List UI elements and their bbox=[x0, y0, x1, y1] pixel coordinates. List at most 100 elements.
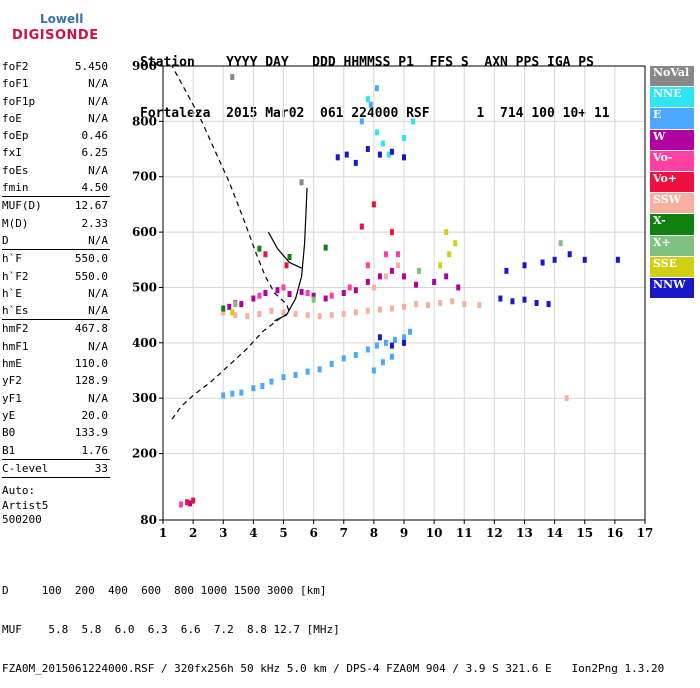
data-point-w bbox=[414, 281, 419, 288]
data-point-e bbox=[260, 383, 265, 390]
legend-item-w: W bbox=[650, 129, 694, 151]
param-label: foF1p bbox=[2, 94, 36, 108]
data-point-nnw bbox=[389, 342, 394, 349]
x-tick-label: 11 bbox=[456, 526, 473, 540]
param-label: foEs bbox=[2, 163, 29, 177]
data-point-sse bbox=[230, 309, 235, 316]
auto-label: Auto: bbox=[2, 484, 36, 497]
muf-scale: MUF 5.8 5.8 6.0 6.3 6.6 7.2 8.8 12.7 [MH… bbox=[2, 623, 340, 636]
data-point-vo bbox=[257, 292, 262, 299]
param-label: B1 bbox=[2, 443, 16, 457]
data-point-vo bbox=[371, 201, 376, 208]
data-point-ssw bbox=[329, 312, 334, 319]
param-value: N/A bbox=[88, 77, 108, 91]
legend-item-x-plus: X+ bbox=[650, 235, 694, 257]
param-row: yE 20.0 bbox=[0, 407, 112, 424]
data-point-ssw bbox=[402, 303, 406, 310]
data-point-e bbox=[389, 353, 394, 360]
data-point-w bbox=[365, 278, 370, 285]
param-row: hmF1 N/A bbox=[0, 338, 112, 355]
data-point-ssw bbox=[293, 311, 298, 318]
data-point-w bbox=[432, 278, 437, 285]
param-value: 33 bbox=[94, 461, 108, 475]
param-row: yF2 128.9 bbox=[0, 372, 112, 389]
param-separator bbox=[2, 249, 110, 251]
param-row: h`F 550.0 bbox=[0, 250, 112, 267]
param-label: h`F bbox=[2, 252, 22, 266]
data-point-w bbox=[287, 291, 292, 298]
param-label: MUF(D) bbox=[2, 199, 42, 213]
x-tick-label: 15 bbox=[576, 526, 593, 540]
param-value: 110.0 bbox=[74, 357, 108, 371]
data-point-ssw bbox=[221, 309, 226, 316]
data-point-e bbox=[408, 328, 413, 335]
data-point-vo bbox=[305, 290, 310, 296]
direction-legend: NoVal NNE E W Vo- Vo+ SSW X- X+ SSE NNW bbox=[650, 66, 694, 300]
data-point-nnw bbox=[498, 295, 503, 302]
data-point-e bbox=[329, 360, 334, 367]
data-point-x bbox=[257, 245, 262, 252]
data-point-vo bbox=[383, 251, 388, 258]
param-value: 12.67 bbox=[74, 199, 108, 213]
data-point-nnw bbox=[335, 154, 340, 161]
data-point-nnw bbox=[377, 334, 382, 341]
data-point-ssw bbox=[462, 301, 467, 308]
x-tick-label: 5 bbox=[279, 526, 287, 540]
x-tick-label: 4 bbox=[249, 526, 257, 540]
param-row: D N/A bbox=[0, 232, 112, 249]
param-label: M(D) bbox=[2, 216, 29, 230]
data-point-w bbox=[299, 288, 304, 295]
param-label: foF2 bbox=[2, 60, 29, 73]
y-tick-label: 900 bbox=[132, 59, 157, 73]
param-row: foE N/A bbox=[0, 110, 112, 127]
x-tick-label: 2 bbox=[189, 526, 197, 540]
param-label: fxI bbox=[2, 146, 22, 160]
param-value: 1.76 bbox=[81, 443, 109, 457]
data-point-nnw bbox=[402, 154, 406, 161]
param-value: 20.0 bbox=[81, 408, 109, 422]
data-point-vo bbox=[395, 251, 400, 258]
data-point-w bbox=[341, 290, 346, 296]
param-row: h`F2 550.0 bbox=[0, 268, 112, 285]
data-point-w bbox=[389, 267, 394, 274]
data-point-e bbox=[371, 367, 376, 374]
param-separator bbox=[2, 477, 110, 479]
data-point-e bbox=[317, 366, 322, 373]
y-tick-label: 700 bbox=[132, 170, 157, 184]
data-point-e bbox=[383, 339, 388, 346]
data-point-x bbox=[323, 244, 328, 251]
profile-curve-dashed bbox=[171, 65, 291, 420]
data-point-w bbox=[188, 500, 193, 507]
lowell-digisonde-logo: Lowell DIGISONDE bbox=[10, 10, 100, 50]
param-value: N/A bbox=[88, 163, 108, 177]
data-point-vo bbox=[179, 501, 184, 508]
data-point-nne bbox=[380, 140, 385, 147]
data-point-ssw bbox=[281, 309, 286, 316]
data-point-e bbox=[251, 385, 256, 392]
data-point-sse bbox=[447, 251, 452, 258]
x-tick-label: 8 bbox=[370, 526, 378, 540]
data-point-nne bbox=[386, 151, 391, 158]
param-value: 4.50 bbox=[81, 181, 109, 195]
param-separator bbox=[2, 319, 110, 321]
param-label: yF2 bbox=[2, 374, 22, 388]
x-tick-label: 9 bbox=[400, 526, 408, 540]
param-row: M(D) 2.33 bbox=[0, 215, 112, 232]
param-label: foEp bbox=[2, 129, 29, 143]
data-point-ssw bbox=[257, 311, 262, 318]
legend-item-noval: NoVal bbox=[650, 66, 694, 88]
param-value: N/A bbox=[88, 304, 108, 318]
data-point-ssw bbox=[564, 395, 569, 402]
data-point-vo bbox=[347, 284, 352, 291]
data-point-e bbox=[305, 368, 310, 375]
data-point-e bbox=[402, 334, 406, 341]
data-point-vo bbox=[281, 284, 286, 291]
data-point-e bbox=[368, 101, 373, 108]
data-point-x bbox=[558, 240, 563, 247]
data-point-nnw bbox=[534, 299, 539, 306]
param-row: fmin 4.50 bbox=[0, 179, 112, 196]
data-point-w bbox=[251, 295, 256, 302]
param-label: D bbox=[2, 233, 9, 247]
param-row: h`E N/A bbox=[0, 285, 112, 302]
data-point-vo bbox=[263, 251, 268, 258]
